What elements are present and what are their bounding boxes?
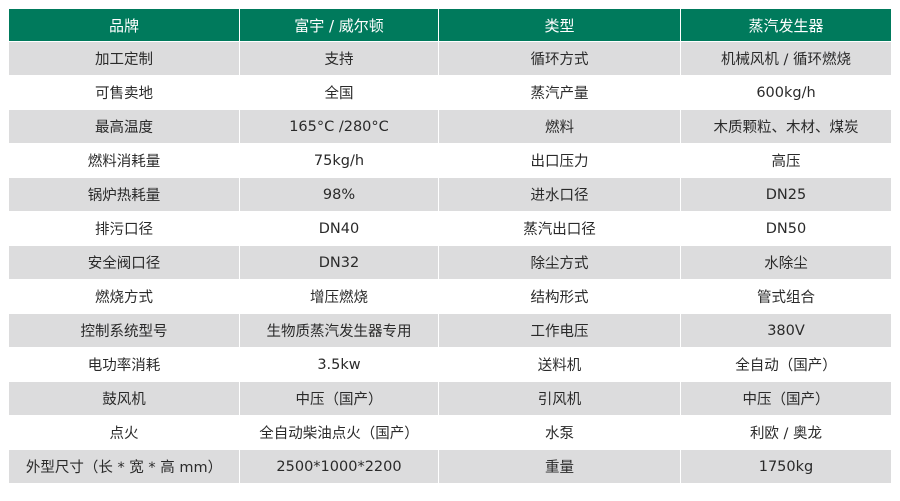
spec-value-cell: DN40 (240, 212, 438, 246)
header-cell: 类型 (439, 9, 680, 42)
table-row: 鼓风机 中压（国产） 引风机 中压（国产） (9, 382, 891, 416)
spec-value-cell: 水除尘 (681, 246, 891, 280)
spec-value-cell: DN50 (681, 212, 891, 246)
spec-value-cell: 全自动（国产） (681, 348, 891, 382)
spec-value-cell: 木质颗粒、木材、煤炭 (681, 110, 891, 144)
spec-label-cell: 外型尺寸（长 * 宽 * 高 mm） (9, 450, 239, 484)
spec-value-cell: 75kg/h (240, 144, 438, 178)
spec-label-cell: 结构形式 (439, 280, 680, 314)
spec-label-cell: 安全阀口径 (9, 246, 239, 280)
table-row: 燃料消耗量 75kg/h 出口压力 高压 (9, 144, 891, 178)
spec-value-cell: 机械风机 / 循环燃烧 (681, 42, 891, 76)
spec-value-cell: 支持 (240, 42, 438, 76)
table-row: 电功率消耗 3.5kw 送料机 全自动（国产） (9, 348, 891, 382)
spec-label-cell: 控制系统型号 (9, 314, 239, 348)
table-row: 最高温度 165°C /280°C 燃料 木质颗粒、木材、煤炭 (9, 110, 891, 144)
table-row: 锅炉热耗量 98% 进水口径 DN25 (9, 178, 891, 212)
spec-label-cell: 锅炉热耗量 (9, 178, 239, 212)
spec-value-cell: DN25 (681, 178, 891, 212)
spec-label-cell: 蒸汽出口径 (439, 212, 680, 246)
table-row: 点火 全自动柴油点火（国产） 水泵 利欧 / 奥龙 (9, 416, 891, 450)
spec-label-cell: 出口压力 (439, 144, 680, 178)
spec-label-cell: 送料机 (439, 348, 680, 382)
spec-label-cell: 蒸汽产量 (439, 76, 680, 110)
spec-value-cell: 全自动柴油点火（国产） (240, 416, 438, 450)
spec-value-cell: 98% (240, 178, 438, 212)
spec-table: 品牌 富宇 / 威尔顿 类型 蒸汽发生器 加工定制 支持 循环方式 机械风机 / 循环… (8, 9, 892, 484)
spec-value-cell: 2500*1000*2200 (240, 450, 438, 484)
spec-value-cell: 全国 (240, 76, 438, 110)
spec-value-cell: 中压（国产） (681, 382, 891, 416)
table-header-row: 品牌 富宇 / 威尔顿 类型 蒸汽发生器 (9, 9, 891, 42)
spec-value-cell: 管式组合 (681, 280, 891, 314)
header-cell: 蒸汽发生器 (681, 9, 891, 42)
spec-label-cell: 燃烧方式 (9, 280, 239, 314)
spec-label-cell: 循环方式 (439, 42, 680, 76)
spec-label-cell: 鼓风机 (9, 382, 239, 416)
header-cell: 富宇 / 威尔顿 (240, 9, 438, 42)
spec-label-cell: 除尘方式 (439, 246, 680, 280)
table-row: 加工定制 支持 循环方式 机械风机 / 循环燃烧 (9, 42, 891, 76)
spec-value-cell: 1750kg (681, 450, 891, 484)
spec-value-cell: 165°C /280°C (240, 110, 438, 144)
spec-value-cell: 生物质蒸汽发生器专用 (240, 314, 438, 348)
table-row: 排污口径 DN40 蒸汽出口径 DN50 (9, 212, 891, 246)
spec-value-cell: 600kg/h (681, 76, 891, 110)
spec-label-cell: 燃料 (439, 110, 680, 144)
spec-label-cell: 工作电压 (439, 314, 680, 348)
spec-label-cell: 重量 (439, 450, 680, 484)
spec-label-cell: 水泵 (439, 416, 680, 450)
spec-value-cell: 3.5kw (240, 348, 438, 382)
spec-value-cell: 增压燃烧 (240, 280, 438, 314)
spec-label-cell: 最高温度 (9, 110, 239, 144)
spec-label-cell: 引风机 (439, 382, 680, 416)
spec-label-cell: 排污口径 (9, 212, 239, 246)
spec-label-cell: 点火 (9, 416, 239, 450)
table-row: 安全阀口径 DN32 除尘方式 水除尘 (9, 246, 891, 280)
table-row: 控制系统型号 生物质蒸汽发生器专用 工作电压 380V (9, 314, 891, 348)
spec-value-cell: 中压（国产） (240, 382, 438, 416)
spec-value-cell: 380V (681, 314, 891, 348)
spec-value-cell: DN32 (240, 246, 438, 280)
spec-value-cell: 利欧 / 奥龙 (681, 416, 891, 450)
spec-value-cell: 高压 (681, 144, 891, 178)
header-cell: 品牌 (9, 9, 239, 42)
table-row: 燃烧方式 增压燃烧 结构形式 管式组合 (9, 280, 891, 314)
table-row: 可售卖地 全国 蒸汽产量 600kg/h (9, 76, 891, 110)
spec-label-cell: 燃料消耗量 (9, 144, 239, 178)
spec-label-cell: 电功率消耗 (9, 348, 239, 382)
spec-label-cell: 可售卖地 (9, 76, 239, 110)
spec-label-cell: 进水口径 (439, 178, 680, 212)
spec-label-cell: 加工定制 (9, 42, 239, 76)
table-row: 外型尺寸（长 * 宽 * 高 mm） 2500*1000*2200 重量 1750kg (9, 450, 891, 484)
